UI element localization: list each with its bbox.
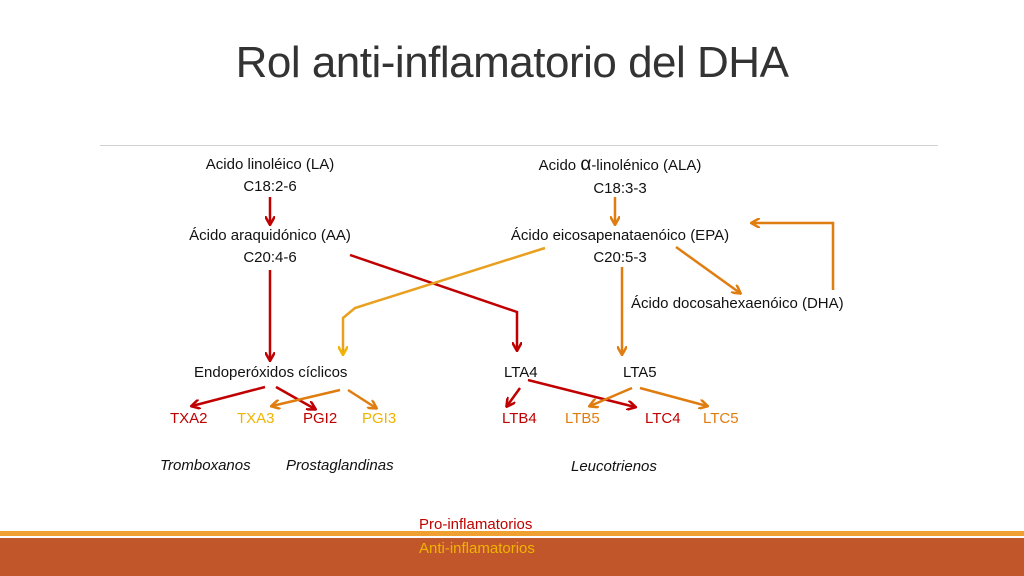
endoperoxidos-label: Endoperóxidos cíclicos — [194, 364, 348, 381]
lta4-label: LTA4 — [504, 364, 538, 381]
arrow-lta5-ltc5 — [639, 386, 707, 406]
arrow-lta4-ltc4 — [527, 378, 635, 407]
arrow-aa-lta4 — [349, 253, 517, 350]
ala-formula: C18:3-3 — [593, 180, 647, 197]
arrow-lta5-ltb5 — [590, 386, 633, 406]
arrow-endo-pgi2 — [275, 385, 315, 409]
arrow-endo-txa2 — [192, 385, 266, 406]
arrow-lta4-ltb4 — [507, 387, 522, 406]
group-tromboxanos: Tromboxanos — [160, 457, 251, 474]
footer-bar — [0, 538, 1024, 576]
arrow-dha-epa — [752, 223, 835, 290]
pgi2-label: PGI2 — [303, 410, 338, 427]
arrow-endo-pgi3 — [347, 388, 376, 408]
la-name: Acido linoléico (LA) — [205, 156, 335, 173]
dha-name: Ácido docosahexaenóico (DHA) — [631, 295, 844, 312]
arrow-epa-endo — [343, 246, 546, 354]
ala-suffix: -linolénico (ALA) — [591, 157, 702, 174]
txa3-label: TXA3 — [237, 410, 275, 427]
group-prostaglandinas: Prostaglandinas — [286, 457, 394, 474]
lta5-label: LTA5 — [623, 364, 657, 381]
epa-name: Ácido eicosapenataenóico (EPA) — [510, 227, 730, 244]
ala-prefix: Acido — [538, 157, 577, 174]
ltc5-label: LTC5 — [703, 410, 739, 427]
alpha-symbol: α — [580, 154, 592, 175]
ltb5-label: LTB5 — [565, 410, 600, 427]
legend-anti-inflamatorios: Anti-inflamatorios — [419, 540, 535, 557]
ala-name: Acido α-linolénico (ALA) — [500, 154, 740, 177]
arrow-epa-dha — [675, 245, 740, 293]
legend-pro-inflamatorios: Pro-inflamatorios — [419, 516, 533, 533]
footer-accent-strip — [0, 531, 1024, 536]
epa-formula: C20:5-3 — [593, 249, 647, 266]
txa2-label: TXA2 — [170, 410, 208, 427]
aa-name: Ácido araquidónico (AA) — [189, 227, 351, 244]
group-leucotrienos: Leucotrienos — [571, 458, 657, 475]
arrow-endo-txa3 — [272, 388, 341, 406]
ltb4-label: LTB4 — [502, 410, 537, 427]
la-formula: C18:2-6 — [243, 178, 297, 195]
ltc4-label: LTC4 — [645, 410, 681, 427]
slide-title: Rol anti-inflamatorio del DHA — [235, 38, 789, 87]
title-divider — [100, 145, 938, 146]
pgi3-label: PGI3 — [362, 410, 397, 427]
aa-formula: C20:4-6 — [243, 249, 297, 266]
